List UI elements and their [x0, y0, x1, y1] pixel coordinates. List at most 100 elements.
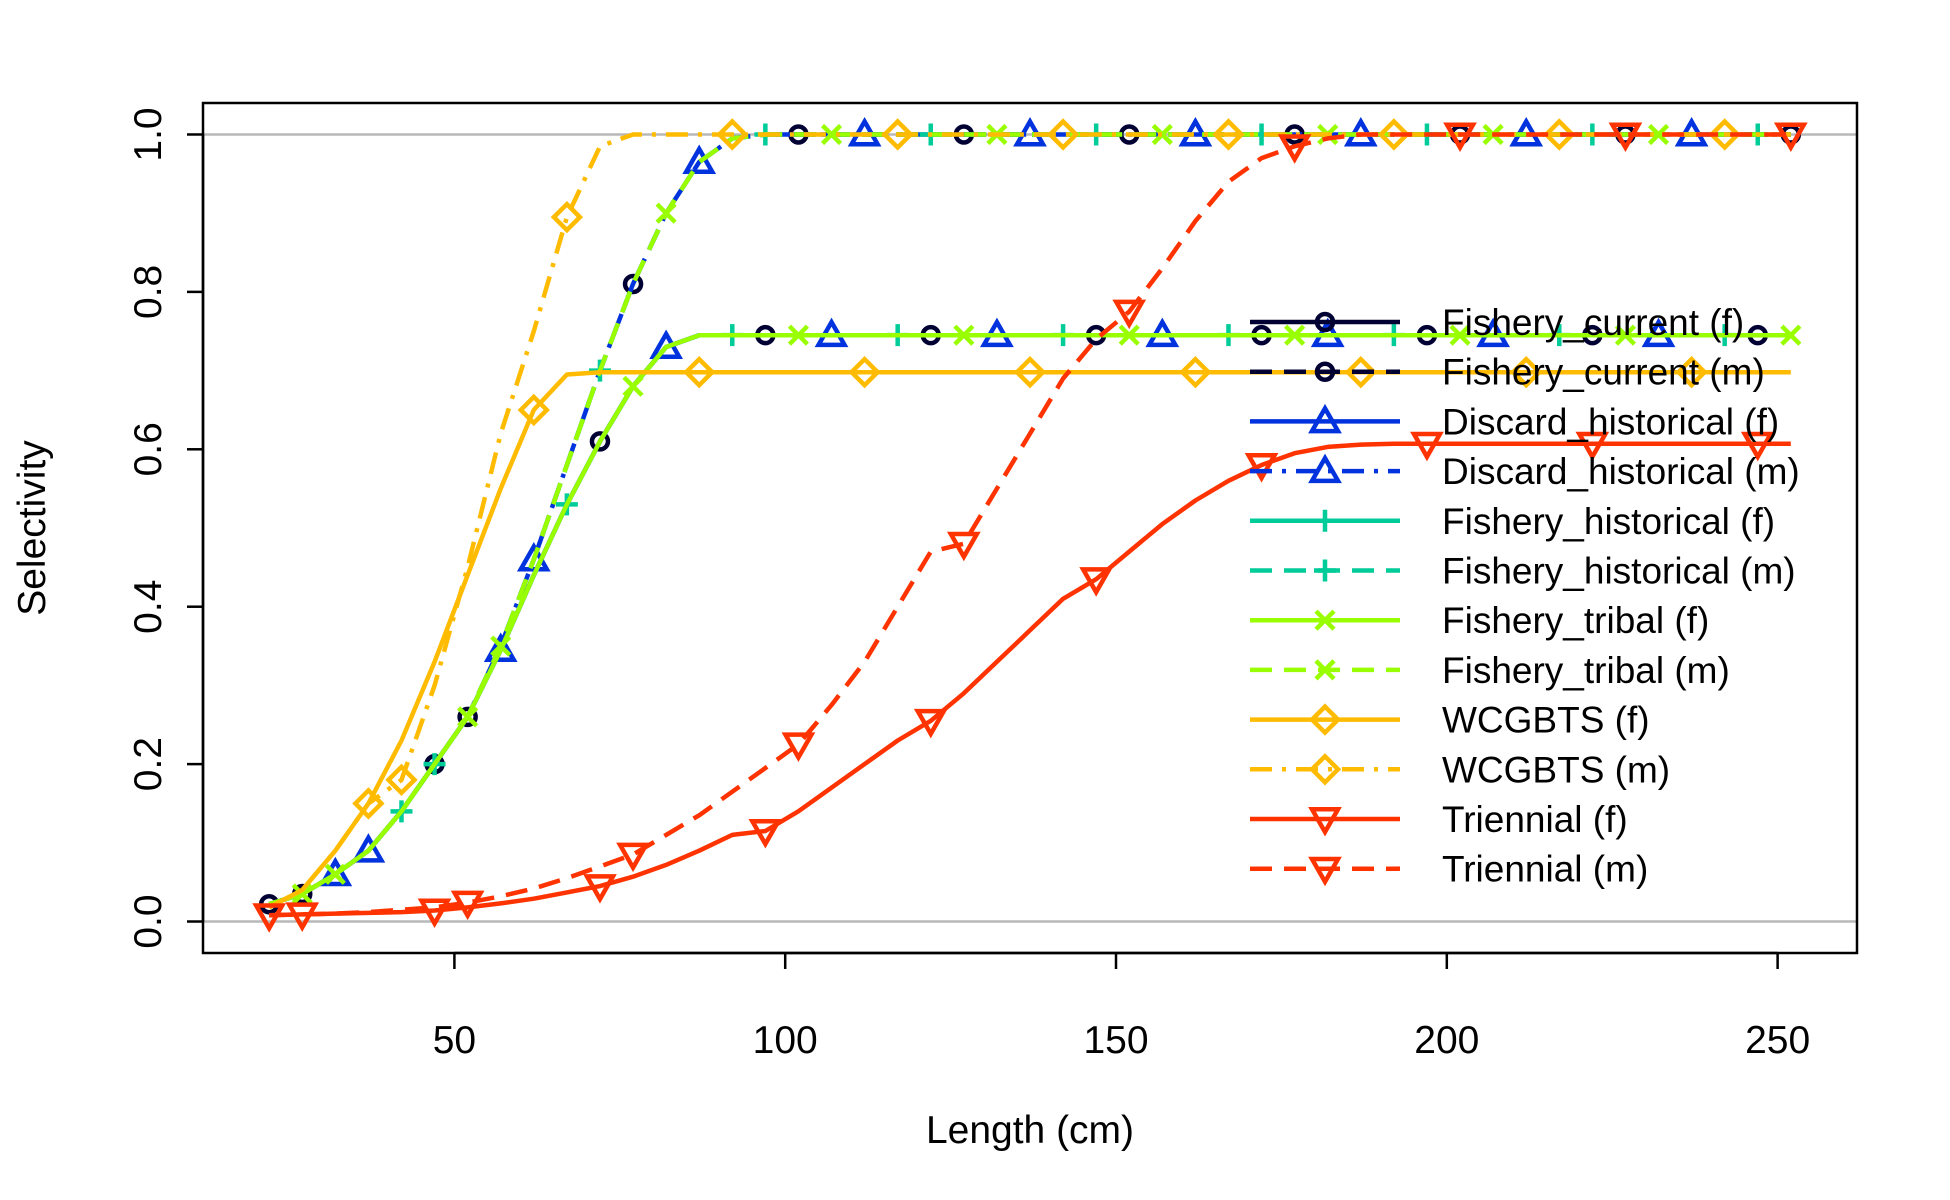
y-tick-label: 0.6	[127, 422, 170, 476]
data-point-triennial-m	[1608, 122, 1643, 153]
data-point-wcgbts-m	[1377, 118, 1411, 151]
legend-item-wcgbts-f: WCGBTS (f)	[1250, 700, 1650, 741]
series-line-wcgbts-m	[268, 132, 1791, 910]
legend-label: Fishery_tribal (m)	[1442, 650, 1730, 691]
data-point-wcgbts-m	[1212, 118, 1245, 151]
y-tick-label: 0.4	[127, 580, 170, 634]
legend-label: Fishery_historical (m)	[1442, 551, 1796, 592]
data-point-fishery-tribal-f	[953, 324, 975, 346]
data-point-triennial-f	[913, 708, 948, 739]
series-line-fishery-tribal-m	[268, 132, 1791, 907]
legend-marker	[1314, 311, 1336, 333]
data-point-triennial-f	[583, 874, 617, 904]
legend-label: Fishery_current (f)	[1442, 302, 1744, 343]
series-wcgbts-f	[268, 355, 1791, 910]
x-tick-label: 200	[1414, 1019, 1479, 1062]
legend-label: Fishery_tribal (f)	[1442, 600, 1709, 641]
data-point-fishery-tribal-f	[787, 324, 810, 346]
legend-label: Fishery_historical (f)	[1442, 501, 1775, 542]
legend-marker	[1314, 361, 1336, 382]
legend-item-fishery-historical-m: Fishery_historical (m)	[1250, 551, 1796, 592]
legend-item-fishery-tribal-f: Fishery_tribal (f)	[1250, 600, 1709, 641]
data-point-discard-historical-f	[318, 856, 353, 887]
data-point-discard-historical-f	[483, 632, 518, 662]
x-axis-label: Length (cm)	[926, 1109, 1134, 1152]
data-point-triennial-m	[285, 902, 320, 932]
legend-label: WCGBTS (f)	[1442, 700, 1650, 741]
data-point-fishery-tribal-f	[1449, 324, 1471, 346]
data-point-wcgbts-f	[1675, 355, 1708, 389]
data-point-wcgbts-f	[1344, 355, 1377, 389]
legend-marker	[1308, 703, 1342, 736]
series-triennial-m	[269, 122, 1808, 932]
y-tick-label: 1.0	[127, 107, 170, 161]
legend: Fishery_current (f) Fishery_current (m) Di…	[1250, 302, 1800, 890]
data-point-wcgbts-m	[385, 763, 418, 797]
data-point-triennial-m	[616, 842, 650, 873]
data-point-fishery-tribal-f	[1780, 324, 1802, 346]
legend-label: Triennial (f)	[1442, 799, 1628, 840]
data-point-fishery-current-m	[622, 273, 644, 295]
data-point-wcgbts-f	[1013, 355, 1047, 389]
data-point-triennial-f	[417, 898, 452, 929]
data-point-triennial-m	[1277, 134, 1312, 164]
data-point-triennial-m	[1112, 299, 1147, 330]
legend-marker	[1314, 659, 1336, 681]
x-tick-label: 50	[433, 1019, 476, 1062]
data-point-wcgbts-m	[1708, 118, 1741, 151]
data-point-triennial-f	[748, 819, 783, 849]
legend-item-fishery-current-f: Fishery_current (f)	[1250, 302, 1744, 343]
data-point-fishery-tribal-f	[622, 375, 644, 397]
data-point-triennial-f	[1410, 431, 1444, 462]
data-point-triennial-m	[1443, 122, 1477, 153]
legend-marker	[1314, 609, 1336, 631]
data-point-fishery-tribal-f	[1614, 324, 1637, 346]
y-tick-label: 0.2	[127, 737, 170, 791]
data-point-fishery-tribal-f	[1118, 324, 1140, 346]
legend-label: Discard_historical (m)	[1442, 451, 1800, 492]
y-axis: 0.0 0.2 0.4 0.6 0.8 1.0	[127, 107, 205, 949]
data-point-fishery-tribal-m	[1151, 123, 1173, 146]
legend-marker	[1308, 807, 1342, 837]
data-point-triennial-m	[946, 531, 981, 562]
legend-item-discard-historical-m: Discard_historical (m)	[1250, 451, 1800, 492]
data-point-wcgbts-m	[1046, 118, 1080, 151]
legend-marker	[1308, 753, 1342, 786]
legend-marker	[1308, 403, 1342, 434]
y-tick-label: 0.8	[127, 265, 170, 319]
series-line-triennial-m	[269, 132, 1791, 918]
series-fishery-tribal-f	[268, 324, 1802, 907]
data-point-fishery-current-f	[589, 431, 611, 452]
legend-item-wcgbts-m: WCGBTS (m)	[1250, 749, 1670, 790]
data-point-wcgbts-f	[848, 355, 881, 389]
series-line-fishery-tribal-f	[268, 332, 1791, 907]
data-point-triennial-f	[1740, 431, 1775, 462]
y-axis-label: Selectivity	[11, 440, 54, 616]
data-point-wcgbts-f	[517, 393, 550, 427]
data-point-discard-historical-m	[351, 833, 386, 863]
x-tick-label: 150	[1083, 1019, 1148, 1062]
legend-label: WCGBTS (m)	[1442, 749, 1670, 790]
legend-label: Fishery_current (m)	[1442, 352, 1765, 393]
data-point-discard-historical-m	[682, 144, 717, 175]
legend-item-fishery-historical-f: Fishery_historical (f)	[1250, 501, 1775, 542]
data-point-triennial-f	[1079, 567, 1114, 597]
x-tick-label: 250	[1745, 1019, 1810, 1062]
legend-label: Triennial (m)	[1442, 849, 1648, 890]
legend-item-triennial-m: Triennial (m)	[1250, 849, 1648, 890]
x-axis: 50 100 150 200 250	[433, 951, 1810, 1062]
series-layer	[252, 116, 1808, 933]
data-point-wcgbts-f	[1510, 355, 1543, 389]
x-tick-label: 100	[753, 1019, 818, 1062]
data-point-fishery-tribal-m	[820, 123, 843, 146]
data-point-wcgbts-m	[716, 118, 749, 151]
data-point-triennial-f	[1244, 453, 1279, 483]
data-point-fishery-tribal-f	[1284, 324, 1306, 346]
data-point-wcgbts-m	[550, 200, 584, 234]
series-line-triennial-f	[269, 441, 1791, 918]
data-point-triennial-f	[1575, 431, 1610, 462]
data-point-wcgbts-f	[683, 355, 716, 389]
legend-marker	[1314, 509, 1336, 532]
legend-item-fishery-tribal-m: Fishery_tribal (m)	[1250, 650, 1730, 691]
